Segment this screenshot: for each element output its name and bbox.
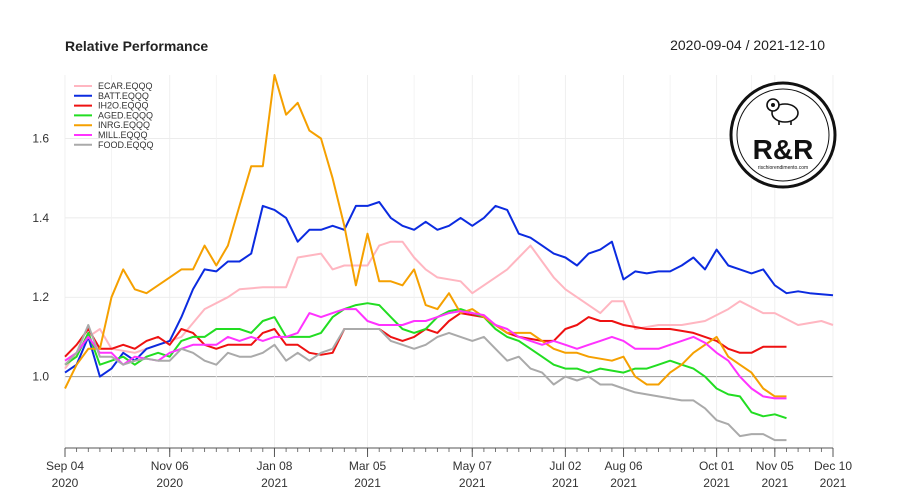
legend: ECAR.EQQQBATT.EQQQIH2O.EQQQAGED.EQQQINRG… [74,81,154,150]
series-line-ecar-eqqq [64,240,834,370]
x-tick-year-label: 2021 [261,476,288,490]
logo-subtext: rischiorendimento.com [758,165,808,171]
series-line-aged-eqqq [64,302,787,420]
x-tick-year-label: 2021 [354,476,381,490]
x-tick-label: Aug 06 [605,459,643,473]
x-tick-label: Oct 01 [699,459,735,473]
piggy-bank-gear-icon [766,98,799,125]
x-tick-year-label: 2021 [820,476,847,490]
x-tick-year-label: 2020 [52,476,79,490]
y-tick-label: 1.2 [32,290,49,304]
x-tick-label: Mar 05 [349,459,387,473]
grid [64,75,834,448]
legend-label: ECAR.EQQQ [98,81,153,91]
legend-label: BATT.EQQQ [98,91,149,101]
chart-title: Relative Performance [65,38,208,54]
x-tick-year-label: 2021 [703,476,730,490]
x-tick-label: Jul 02 [549,459,581,473]
legend-label: INRG.EQQQ [98,120,150,130]
axes: 1.0 1.2 1.4 1.6 Sep 04 2020 Nov 06 2020 Jan 08 20… [32,131,852,490]
series-lines [64,74,834,442]
legend-label: IH2O.EQQQ [98,101,149,111]
logo-text: R&R [753,134,814,165]
x-tick-label: Nov 06 [151,459,189,473]
legend-label: FOOD.EQQQ [98,140,154,150]
x-tick-year-label: 2021 [610,476,637,490]
x-tick-label: Jan 08 [256,459,292,473]
x-tick-year-label: 2021 [459,476,486,490]
y-tick-label: 1.4 [32,211,49,225]
legend-label: AGED.EQQQ [98,110,153,120]
y-tick-label: 1.0 [32,370,49,384]
series-line-mill-eqqq [64,308,787,400]
rr-logo: R&R rischiorendimento.com [729,81,837,189]
x-tick-year-label: 2021 [552,476,579,490]
legend-label: MILL.EQQQ [98,130,148,140]
series-line-food-eqqq [64,324,787,442]
x-tick-label: Dec 10 [814,459,852,473]
series-line-batt-eqqq [64,201,834,378]
series-line-inrg-eqqq [64,74,787,398]
x-tick-year-label: 2020 [156,476,183,490]
x-tick-label: May 07 [453,459,493,473]
y-tick-label: 1.6 [32,131,49,145]
x-tick-label: Nov 05 [756,459,794,473]
x-tick-label: Sep 04 [46,459,84,473]
date-range: 2020-09-04 / 2021-12-10 [670,37,825,53]
x-tick-year-label: 2021 [761,476,788,490]
